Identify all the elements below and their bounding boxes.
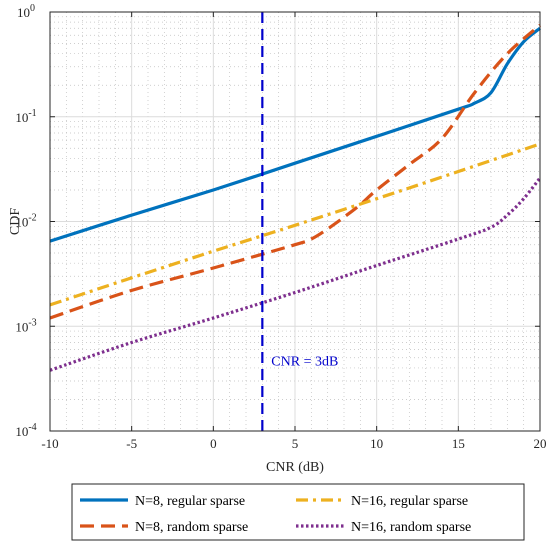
series-layer: [49, 23, 542, 372]
legend: N=8, regular sparse N=8, random sparse N=1…: [71, 483, 525, 541]
y-tick-label: 10-1: [15, 108, 36, 125]
x-tick-label: -10: [41, 436, 58, 451]
legend-box: [71, 483, 525, 541]
legend-entry-2: N=8, random sparse: [135, 520, 248, 535]
cnr-threshold-label: CNR = 3dB: [271, 355, 338, 370]
y-tick-label: 10-4: [15, 422, 36, 439]
legend-entry-4: N=16, random sparse: [351, 520, 471, 535]
legend-entry-1: N=8, regular sparse: [135, 494, 245, 509]
x-tick-label: 10: [370, 436, 383, 451]
y-tick-label: 10-3: [15, 317, 36, 334]
legend-entry-3: N=16, regular sparse: [351, 494, 468, 509]
annotation-layer: CNR = 3dB: [261, 12, 338, 431]
x-tick-label: 5: [292, 436, 299, 451]
y-tick-label: 100: [17, 3, 35, 20]
y-axis-label: CDF: [8, 208, 23, 235]
x-axis-label: CNR (dB): [266, 460, 324, 475]
x-tick-label: 15: [452, 436, 465, 451]
x-tick-label: 20: [534, 436, 547, 451]
x-tick-label: -5: [126, 436, 137, 451]
series-line-3: [49, 142, 541, 307]
series-line-4: [49, 177, 542, 372]
series-line-2: [49, 23, 542, 320]
y-tick-label: 10-2: [15, 213, 36, 230]
ticks: -10 -5 0 5 10 15 20 10-4 10-3 10-2 10-1 100: [15, 3, 546, 451]
series-line-1: [49, 26, 542, 243]
x-tick-label: 0: [210, 436, 217, 451]
